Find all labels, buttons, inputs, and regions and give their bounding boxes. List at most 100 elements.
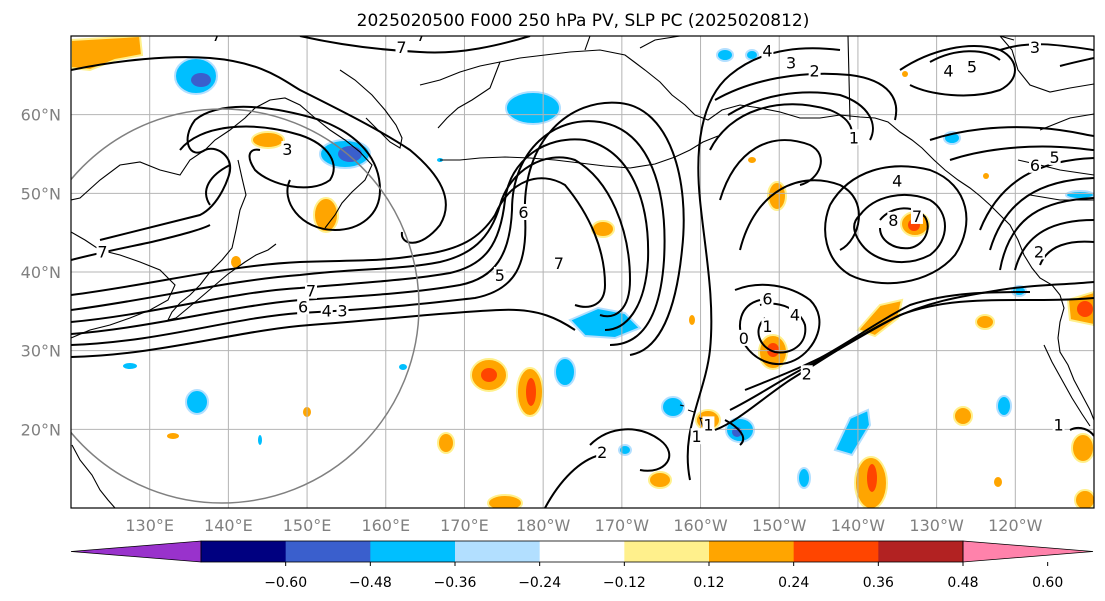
colorbar-tick-label: −0.24: [518, 575, 561, 591]
longitude-tick-label: 160°W: [673, 516, 728, 535]
longitude-tick-label: 180°W: [516, 516, 571, 535]
colorbar-swatch: [793, 541, 879, 562]
contour-label: 4: [790, 305, 800, 324]
slp-contour-line: [999, 43, 1094, 51]
slp-contour-line: [949, 145, 1094, 161]
colorbar-swatch: [370, 541, 456, 562]
contour-label-background: [336, 302, 349, 319]
pv-anomaly-patch: [767, 343, 779, 357]
slp-contour-line: [71, 308, 576, 358]
map-title: 2025020500 F000 250 hPa PV, SLP PC (2025…: [357, 11, 810, 31]
contour-label: 7: [211, 26, 221, 45]
slp-contour-line: [929, 126, 1094, 141]
contour-label: 1: [703, 415, 713, 434]
pv-anomaly-patch: [505, 91, 561, 125]
pv-anomaly-patch: [975, 314, 995, 330]
colorbar-tick-label: 0.12: [693, 575, 724, 591]
contour-label-background: [690, 428, 703, 445]
contour-label-background: [1048, 148, 1061, 165]
colorbar-tick-label: 0.48: [947, 575, 978, 591]
pv-anomaly-patch: [71, 36, 144, 72]
colorbar-tick-label: 0.36: [863, 575, 894, 591]
map-frame: [70, 35, 1095, 509]
pv-anomaly-patch: [1074, 489, 1094, 508]
contour-label: 1: [692, 427, 702, 446]
latitude-tick-label: 20°N: [21, 420, 61, 439]
slp-contour-line: [686, 47, 841, 481]
pv-anomaly-patch: [437, 432, 455, 454]
latitude-axis: 60°N 50°N 40°N 30°N 20°N: [21, 106, 61, 440]
contour-label-background: [1028, 156, 1041, 173]
alaska-coastline: [437, 36, 681, 129]
contour-label-background: [1052, 416, 1065, 433]
pv-anomaly-patch: [661, 396, 685, 418]
slp-contour-line: [727, 91, 874, 141]
pv-anomaly-patch: [996, 395, 1012, 417]
colorbar-swatch: [455, 541, 541, 562]
latitude-tick-label: 40°N: [21, 263, 61, 282]
colorbar-tick-label: −0.48: [349, 575, 392, 591]
slp-contour-line: [714, 72, 898, 121]
contour-label: 7: [554, 254, 564, 273]
contour-label-background: [737, 329, 750, 346]
slp-contour-line: [544, 454, 601, 508]
pv-anomaly-patch: [568, 306, 642, 340]
pv-anomaly-patch: [648, 471, 672, 489]
latitude-tick-label: 50°N: [21, 184, 61, 203]
contour-label-background: [808, 62, 821, 79]
contour-label: 3: [786, 54, 796, 73]
contour-label-background: [415, 36, 428, 43]
pv-anomaly-patch: [748, 157, 756, 163]
contour-label-background: [596, 443, 609, 460]
contour-label-background: [788, 306, 801, 323]
longitude-axis: 130°E 140°E 150°E 160°E 170°E 180°W 170°W 160°W…: [125, 516, 1042, 535]
slp-contour-line: [71, 138, 650, 331]
colorbar-tick-label: −0.12: [603, 575, 646, 591]
contour-label: 3: [282, 140, 292, 159]
longitude-tick-label: 140°E: [204, 516, 253, 535]
slp-contour-line: [879, 207, 929, 250]
slp-contour-line: [205, 164, 231, 206]
contour-label-background: [761, 42, 774, 59]
contour-label-background: [517, 204, 530, 220]
slp-contour-line: [824, 165, 968, 285]
slp-contour-line: [724, 419, 745, 446]
longitude-tick-label: 170°W: [595, 516, 650, 535]
colorbar-extend-high: [962, 540, 1094, 563]
contour-label: 2: [810, 61, 820, 80]
pv-anomaly-patch: [1071, 433, 1094, 463]
pv-anomaly-patch: [983, 173, 989, 179]
contour-label: 2: [597, 443, 607, 462]
canada-coastline: [999, 36, 1094, 131]
longitude-tick-label: 150°E: [283, 516, 332, 535]
slp-contour-line: [71, 177, 607, 308]
slp-contour-line: [853, 194, 946, 263]
slp-contour-line: [71, 56, 447, 244]
pv-anomaly-patch: [258, 435, 262, 445]
contour-label-background: [785, 54, 798, 71]
pv-anomaly-patch: [902, 71, 908, 77]
contour-label: 6: [762, 290, 772, 309]
slp-contour-line: [1014, 219, 1094, 271]
coastlines: [71, 36, 1094, 508]
contour-label-background: [887, 211, 900, 228]
contour-label: 7: [396, 38, 406, 57]
pv-anomaly-patch: [554, 357, 576, 387]
contour-label: 8: [888, 211, 898, 230]
philippines-coastline: [71, 444, 116, 508]
north-america-coastline: [989, 204, 1094, 421]
contour-label-background: [966, 58, 979, 75]
contour-label: 0: [739, 329, 749, 348]
alaska-coastline: [419, 49, 991, 206]
contour-label: 3: [1030, 38, 1040, 57]
contour-label: 7: [306, 282, 316, 301]
slp-contour-line: [1069, 426, 1094, 437]
contour-label: 6: [1030, 156, 1040, 175]
slp-contour-line: [729, 297, 1094, 411]
contour-label-background: [210, 36, 223, 43]
colorbar-swatch: [285, 541, 371, 562]
colorbar-swatch: [878, 541, 964, 562]
slp-contour-line: [71, 156, 632, 318]
contour-label-background: [493, 266, 506, 283]
